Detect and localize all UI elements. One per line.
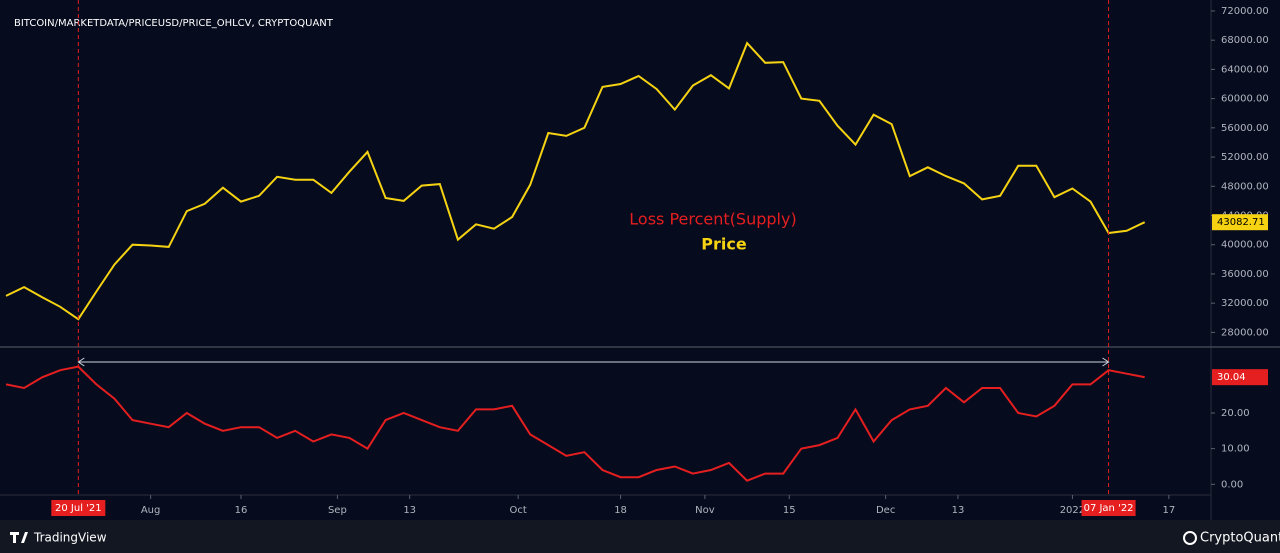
y-tick-label: 10.00 xyxy=(1221,444,1250,455)
y-tick-label: 64000.00 xyxy=(1221,64,1269,75)
y-tick-label: 52000.00 xyxy=(1221,152,1269,163)
y-tick-label: 32000.00 xyxy=(1221,298,1269,309)
x-tick-label: 15 xyxy=(783,505,796,516)
logo-icon xyxy=(10,532,28,543)
footer-text: TradingView xyxy=(33,531,107,545)
last-value-box xyxy=(1212,214,1268,231)
background xyxy=(0,0,1280,520)
last-value-label: 43082.71 xyxy=(1217,217,1265,228)
x-tick-label: Sep xyxy=(328,505,347,516)
y-tick-label: 56000.00 xyxy=(1221,123,1269,134)
y-tick-label: 20.00 xyxy=(1221,408,1250,419)
logo-icon xyxy=(1183,531,1197,545)
crosshair-label: 20 Jul '21 xyxy=(55,503,102,514)
x-tick-label: 18 xyxy=(614,505,627,516)
y-tick-label: 36000.00 xyxy=(1221,269,1269,280)
legend-label: Price xyxy=(701,235,747,254)
footer-text: CryptoQuant xyxy=(1200,531,1280,546)
y-tick-label: 0.00 xyxy=(1221,479,1243,490)
x-tick-label: Oct xyxy=(509,505,526,516)
crosshair-label-box xyxy=(1081,500,1136,516)
series-line xyxy=(5,365,1145,482)
cryptoquant-logo[interactable]: CryptoQuant xyxy=(1183,531,1280,546)
y-tick-label: 48000.00 xyxy=(1221,181,1269,192)
x-tick-label: 13 xyxy=(952,505,965,516)
last-value-label: 30.04 xyxy=(1217,372,1246,383)
series-line xyxy=(5,41,1146,321)
footer-bar xyxy=(0,520,1280,553)
x-tick-label: 16 xyxy=(235,505,248,516)
crosshair-label-box xyxy=(51,500,106,516)
last-value-box xyxy=(1212,369,1268,386)
y-tick-label: 40000.00 xyxy=(1221,240,1269,251)
y-tick-label: 60000.00 xyxy=(1221,94,1269,105)
y-tick-label: 28000.00 xyxy=(1221,327,1269,338)
x-tick-label: 2022 xyxy=(1060,505,1085,516)
x-tick-label: 13 xyxy=(403,505,416,516)
x-tick-label: Aug xyxy=(141,505,161,516)
x-tick-label: Dec xyxy=(876,505,895,516)
y-tick-label: 72000.00 xyxy=(1221,6,1269,17)
tradingview-logo[interactable]: TradingView xyxy=(10,531,107,545)
chart-title: BITCOIN/MARKETDATA/PRICEUSD/PRICE_OHLCV,… xyxy=(14,18,334,29)
x-tick-label: Nov xyxy=(695,505,715,516)
range-arrowhead xyxy=(77,357,1110,367)
legend-label: Loss Percent(Supply) xyxy=(629,210,796,229)
x-tick-label: 17 xyxy=(1162,505,1175,516)
crosshair-label: 07 Jan '22 xyxy=(1084,503,1134,514)
y-tick-label: 68000.00 xyxy=(1221,35,1269,46)
